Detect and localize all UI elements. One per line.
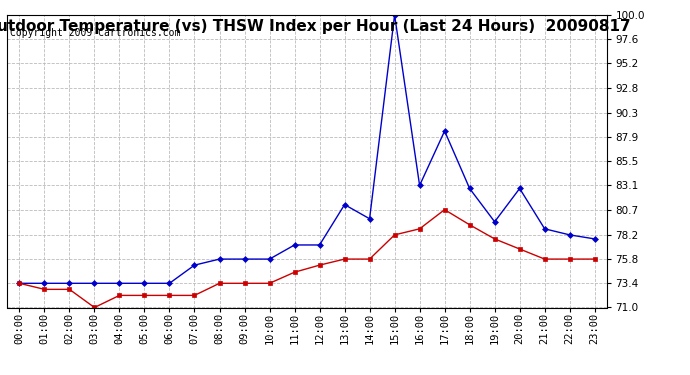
- Text: Copyright 2009 Cartronics.com: Copyright 2009 Cartronics.com: [10, 28, 180, 38]
- Text: Outdoor Temperature (vs) THSW Index per Hour (Last 24 Hours)  20090817: Outdoor Temperature (vs) THSW Index per …: [0, 20, 631, 34]
